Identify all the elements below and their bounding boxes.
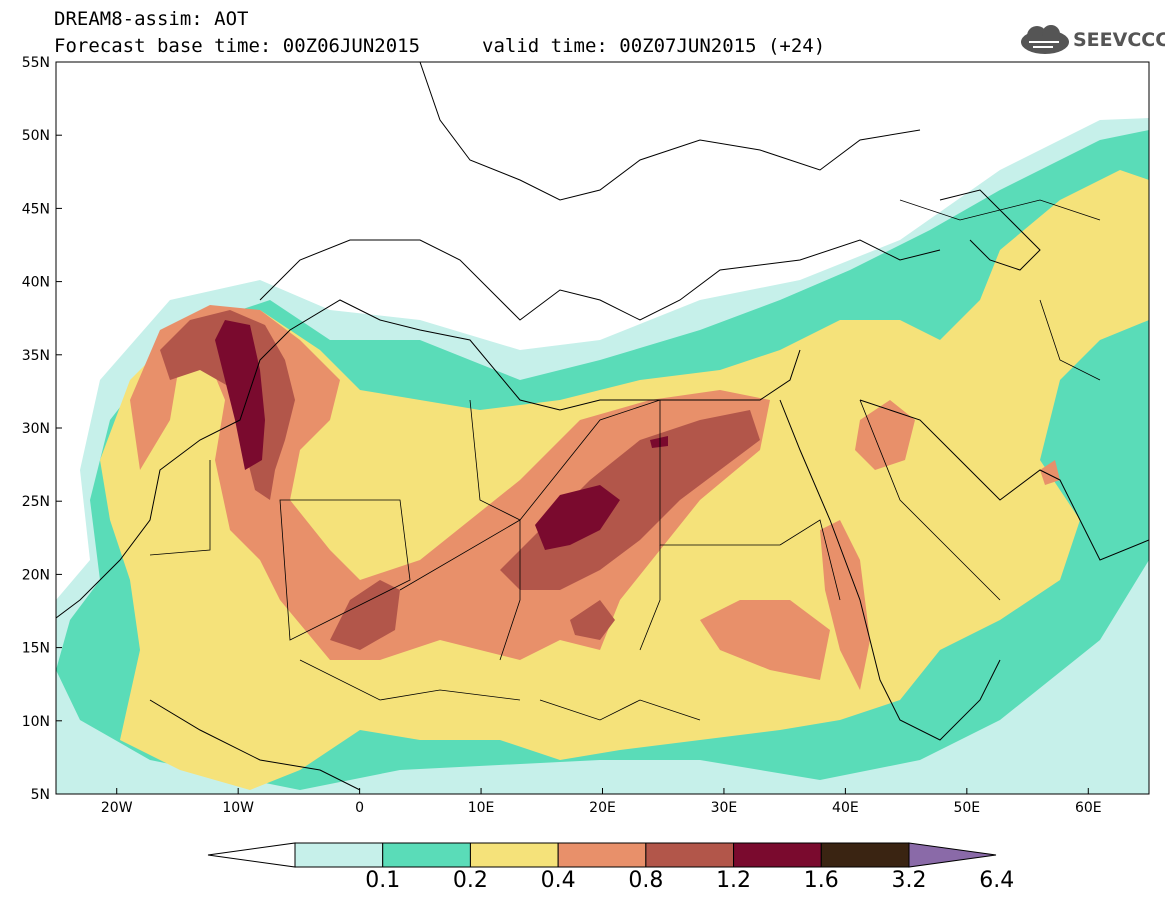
longitude-labels: 20W 10W 0 10E 20E 30E 40E 50E 60E bbox=[101, 800, 1102, 816]
latitude-labels: 55N 50N 45N 40N 35N 30N 25N 20N 15N 10N 5N bbox=[22, 55, 50, 803]
axis-ticks bbox=[56, 61, 1089, 795]
lat-label-5N: 5N bbox=[31, 787, 50, 803]
legend-label: 6.4 bbox=[979, 868, 1015, 893]
color-bar bbox=[207, 842, 997, 868]
country-borders bbox=[149, 199, 1101, 721]
legend-label: 1.6 bbox=[803, 868, 839, 893]
lat-label-50N: 50N bbox=[22, 128, 50, 144]
valid-time: valid time: 00Z07JUN2015 (+24) bbox=[482, 35, 826, 57]
logo-text: SEEVCCC bbox=[1073, 29, 1165, 51]
colorbar-max-arrow bbox=[908, 842, 997, 868]
seevccc-logo: SEEVCCC bbox=[1017, 24, 1165, 58]
lon-label-10W: 10W bbox=[222, 800, 254, 816]
lon-label-20W: 20W bbox=[101, 800, 133, 816]
lat-label-10N: 10N bbox=[22, 714, 50, 730]
colorbar-min-arrow bbox=[207, 842, 296, 868]
colorbar-segment bbox=[469, 842, 559, 868]
lon-label-20E: 20E bbox=[589, 800, 616, 816]
forecast-base-time: Forecast base time: 00Z06JUN2015 bbox=[54, 35, 421, 57]
lat-label-30N: 30N bbox=[22, 421, 50, 437]
cloud-icon bbox=[1021, 25, 1069, 54]
lat-label-20N: 20N bbox=[22, 567, 50, 583]
aot-level-0.8-east bbox=[700, 400, 1060, 690]
lat-label-35N: 35N bbox=[22, 348, 50, 364]
colorbar-segment bbox=[645, 842, 735, 868]
legend-label: 0.8 bbox=[628, 868, 664, 893]
legend-label: 0.1 bbox=[365, 868, 401, 893]
legend-label: 0.4 bbox=[540, 868, 576, 893]
lat-label-25N: 25N bbox=[22, 494, 50, 510]
lon-label-40E: 40E bbox=[832, 800, 859, 816]
colorbar-segment bbox=[820, 842, 910, 868]
lat-label-15N: 15N bbox=[22, 641, 50, 657]
lon-label-30E: 30E bbox=[711, 800, 738, 816]
coastlines bbox=[56, 62, 1149, 791]
colorbar-segment bbox=[294, 842, 384, 868]
chart-title: DREAM8-assim: AOT bbox=[54, 8, 249, 30]
lon-label-0: 0 bbox=[355, 800, 364, 816]
colorbar-segment bbox=[557, 842, 647, 868]
lon-label-10E: 10E bbox=[468, 800, 495, 816]
colorbar-segment bbox=[382, 842, 471, 868]
lon-label-50E: 50E bbox=[953, 800, 980, 816]
lat-label-40N: 40N bbox=[22, 275, 50, 291]
lat-label-45N: 45N bbox=[22, 201, 50, 217]
legend-label: 1.2 bbox=[716, 868, 752, 893]
legend-label: 0.2 bbox=[452, 868, 488, 893]
colorbar-segment bbox=[733, 842, 822, 868]
lat-label-55N: 55N bbox=[22, 55, 50, 71]
legend-label: 3.2 bbox=[891, 868, 927, 893]
lon-label-60E: 60E bbox=[1075, 800, 1102, 816]
